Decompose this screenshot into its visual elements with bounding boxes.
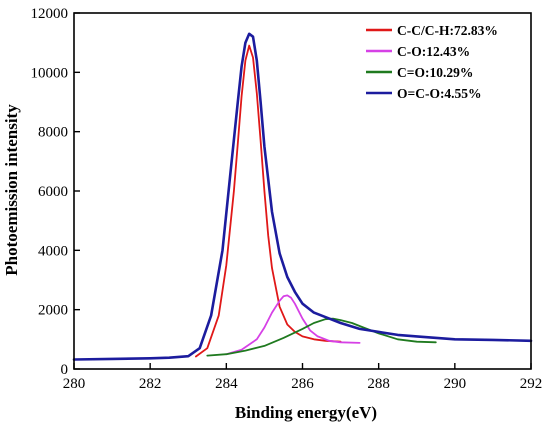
y-axis-title: Photoemission intensity xyxy=(2,104,21,276)
series-layer xyxy=(72,32,533,361)
y-tick-label: 0 xyxy=(61,362,69,378)
y-tick-label: 12000 xyxy=(31,6,69,22)
x-tick-label: 286 xyxy=(291,376,314,392)
x-axis-title: Binding energy(eV) xyxy=(235,403,377,422)
y-tick-label: 10000 xyxy=(31,65,69,81)
axes-layer: 280 282 284 286 288 290 292 0 2000 4000 6000 8000 10… xyxy=(31,6,543,392)
x-tick-label: 288 xyxy=(367,376,390,392)
x-tick-label: 290 xyxy=(444,376,467,392)
legend-label: C=O:10.29% xyxy=(397,65,473,80)
legend-label: O=C-O:4.55% xyxy=(397,86,482,101)
series-line-2 xyxy=(225,294,361,356)
x-tick-label: 280 xyxy=(63,376,86,392)
legend-label: C-O:12.43% xyxy=(397,44,470,59)
y-tick-label: 2000 xyxy=(38,303,68,319)
y-tick-label: 8000 xyxy=(38,125,68,141)
x-tick-label: 284 xyxy=(215,376,238,392)
legend-label: C-C/C-H:72.83% xyxy=(397,23,498,38)
x-tick-label: 282 xyxy=(139,376,162,392)
series-line-4 xyxy=(72,32,533,361)
y-tick-label: 4000 xyxy=(38,243,68,259)
y-tick-label: 6000 xyxy=(38,184,68,200)
x-tick-label: 292 xyxy=(520,376,543,392)
legend: C-C/C-H:72.83% C-O:12.43% C=O:10.29% O=C-O:… xyxy=(366,23,498,101)
series-line-1 xyxy=(194,44,342,358)
